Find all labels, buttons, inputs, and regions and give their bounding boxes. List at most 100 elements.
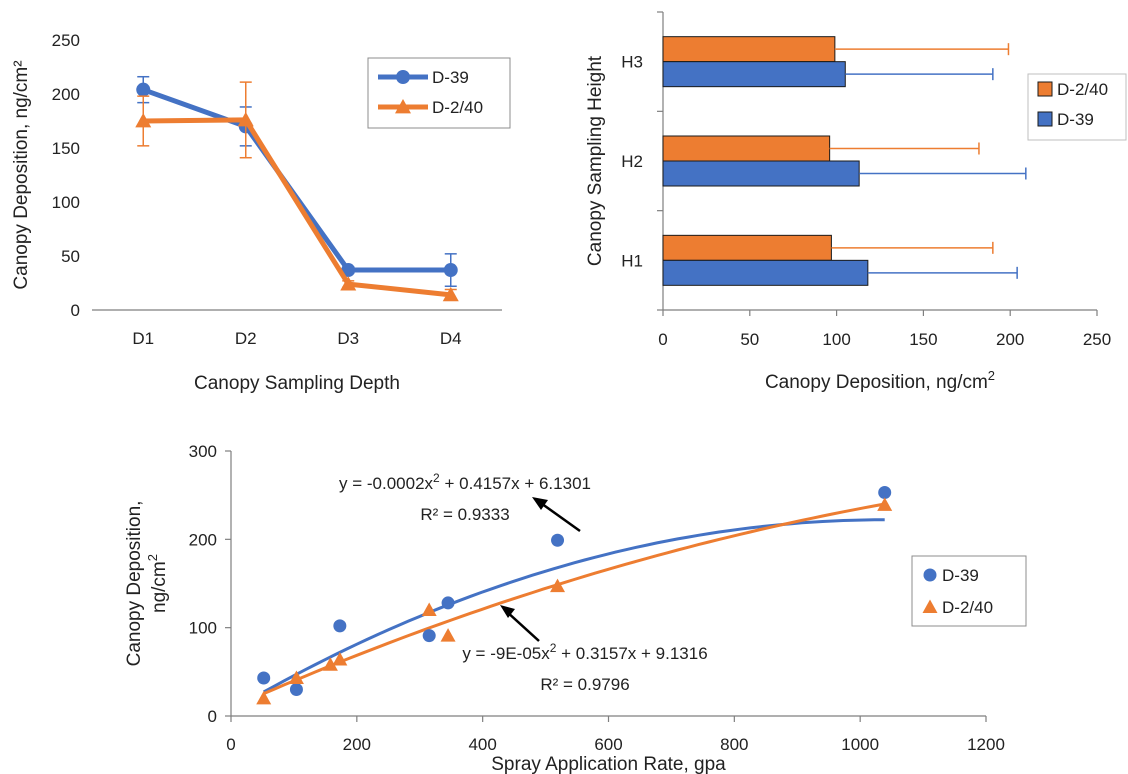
data-point [237,111,254,127]
data-point [551,533,565,547]
x-axis-title: Canopy Deposition, ng/cm2 [765,368,995,393]
equation-superscript: 2 [433,471,440,485]
y-tick-label: 200 [52,85,80,104]
r-squared-label: R² = 0.9333 [420,505,509,524]
x-tick-label: D1 [132,329,154,348]
legend-marker [923,568,937,582]
x-tick-label: D4 [440,329,462,348]
data-point [322,657,338,671]
data-point [422,629,436,643]
legend-box [367,57,511,129]
data-point [340,276,357,291]
x-tick-label: 250 [1083,330,1111,349]
data-point [442,286,459,302]
data-point [443,263,458,278]
y-axis-title-text: ng/cm [149,561,170,613]
y-axis-title-line1: Canopy Deposition, [124,501,145,667]
y-tick-label: 150 [52,139,80,158]
data-point [421,602,437,616]
data-point [257,671,271,685]
y-tick-label: H1 [621,251,643,270]
data-point [341,263,356,278]
error-bar [831,241,994,254]
legend: D-2/40 D-39 [1027,73,1127,141]
error-bar [829,142,980,155]
data-point [135,113,152,128]
bar [662,36,836,63]
legend-label: D-39 [432,68,469,87]
bar [662,135,831,162]
bar [662,160,860,187]
x-axis-title-superscript: 2 [988,368,995,383]
bar [662,61,846,88]
series-line [143,117,452,298]
legend-label: D-39 [1057,110,1094,129]
trendline-equation: y = -0.0002x2 + 0.4157x + 6.1301 [339,471,591,493]
error-bar [834,43,1010,56]
y-tick-label: H2 [621,152,643,171]
equation-superscript: 2 [550,641,557,655]
y-tick-label: 50 [61,247,80,266]
trendline-equation: y = -9E-05x2 + 0.3157x + 9.1316 [462,641,707,663]
x-tick-label: 0 [226,735,235,754]
x-tick-label: 600 [594,735,622,754]
y-axis-title-superscript: 2 [145,554,160,561]
data-point [878,486,892,500]
x-tick-label: 400 [468,735,496,754]
x-axis-title-text: Canopy Deposition, ng/cm [765,372,988,393]
y-tick-label: 250 [52,31,80,50]
y-axis-title: Canopy Deposition, ng/cm² [11,60,32,289]
equation-part: y = -0.0002x [339,474,434,493]
x-axis-title: Canopy Sampling Depth [194,373,400,394]
annotation-arrow-line [505,610,540,642]
x-tick-label: D2 [235,329,257,348]
equation-part: y = -9E-05x [462,644,550,663]
bar [662,259,869,286]
annotation-arrowhead [500,605,515,618]
error-bar [845,68,994,81]
annotation-arrow-line [537,499,581,533]
depth-line-chart: 0 50 100 150 200 250 D1 D2 D3 D4 Canopy Sampling D… [11,31,511,394]
legend-label: D-2/40 [432,98,483,117]
data-point [288,670,304,685]
legend: D-39 D-2/40 [367,57,511,129]
legend-swatch [1037,81,1053,97]
x-axis-title: Spray Application Rate, gpa [491,754,726,774]
x-tick-label: 1200 [967,735,1005,754]
equation-part: + 0.4157x + 6.1301 [440,474,591,493]
bar [662,234,832,261]
data-point [441,596,455,610]
y-tick-label: 100 [189,619,217,638]
data-point [333,619,347,633]
legend-marker [395,99,411,114]
legend-marker [396,70,410,84]
x-tick-label: D3 [337,329,359,348]
legend-marker [922,599,938,613]
y-axis-title: Canopy Sampling Height [585,55,606,266]
annotation-arrowhead [532,497,548,510]
y-tick-label: 0 [71,301,80,320]
legend-label: D-2/40 [942,598,993,617]
error-bar [859,167,1027,180]
data-point [289,683,303,696]
error-bar [867,266,1018,279]
data-point [550,578,566,593]
data-point [877,497,893,511]
legend-box [911,555,1027,627]
r-squared-label: R² = 0.9796 [540,675,629,694]
legend: D-39 D-2/40 [911,555,1027,627]
trendline [263,502,885,695]
rate-scatter-chart: 0 100 200 300 0 200 400 600 800 1000 1200 y = -0.00… [124,442,1027,774]
legend-swatch [1037,111,1053,127]
equation-part: + 0.3157x + 9.1316 [556,644,707,663]
height-bar-chart: 0 50 100 150 200 250 H1 H2 H3 Canopy Deposition, … [585,11,1127,393]
x-tick-label: 800 [720,735,748,754]
y-tick-label: 200 [189,530,217,549]
x-tick-label: 200 [996,330,1024,349]
trendline [262,518,885,694]
data-point [332,651,348,666]
y-tick-label: H3 [621,53,643,72]
y-tick-label: 300 [189,442,217,461]
data-point [440,628,456,642]
